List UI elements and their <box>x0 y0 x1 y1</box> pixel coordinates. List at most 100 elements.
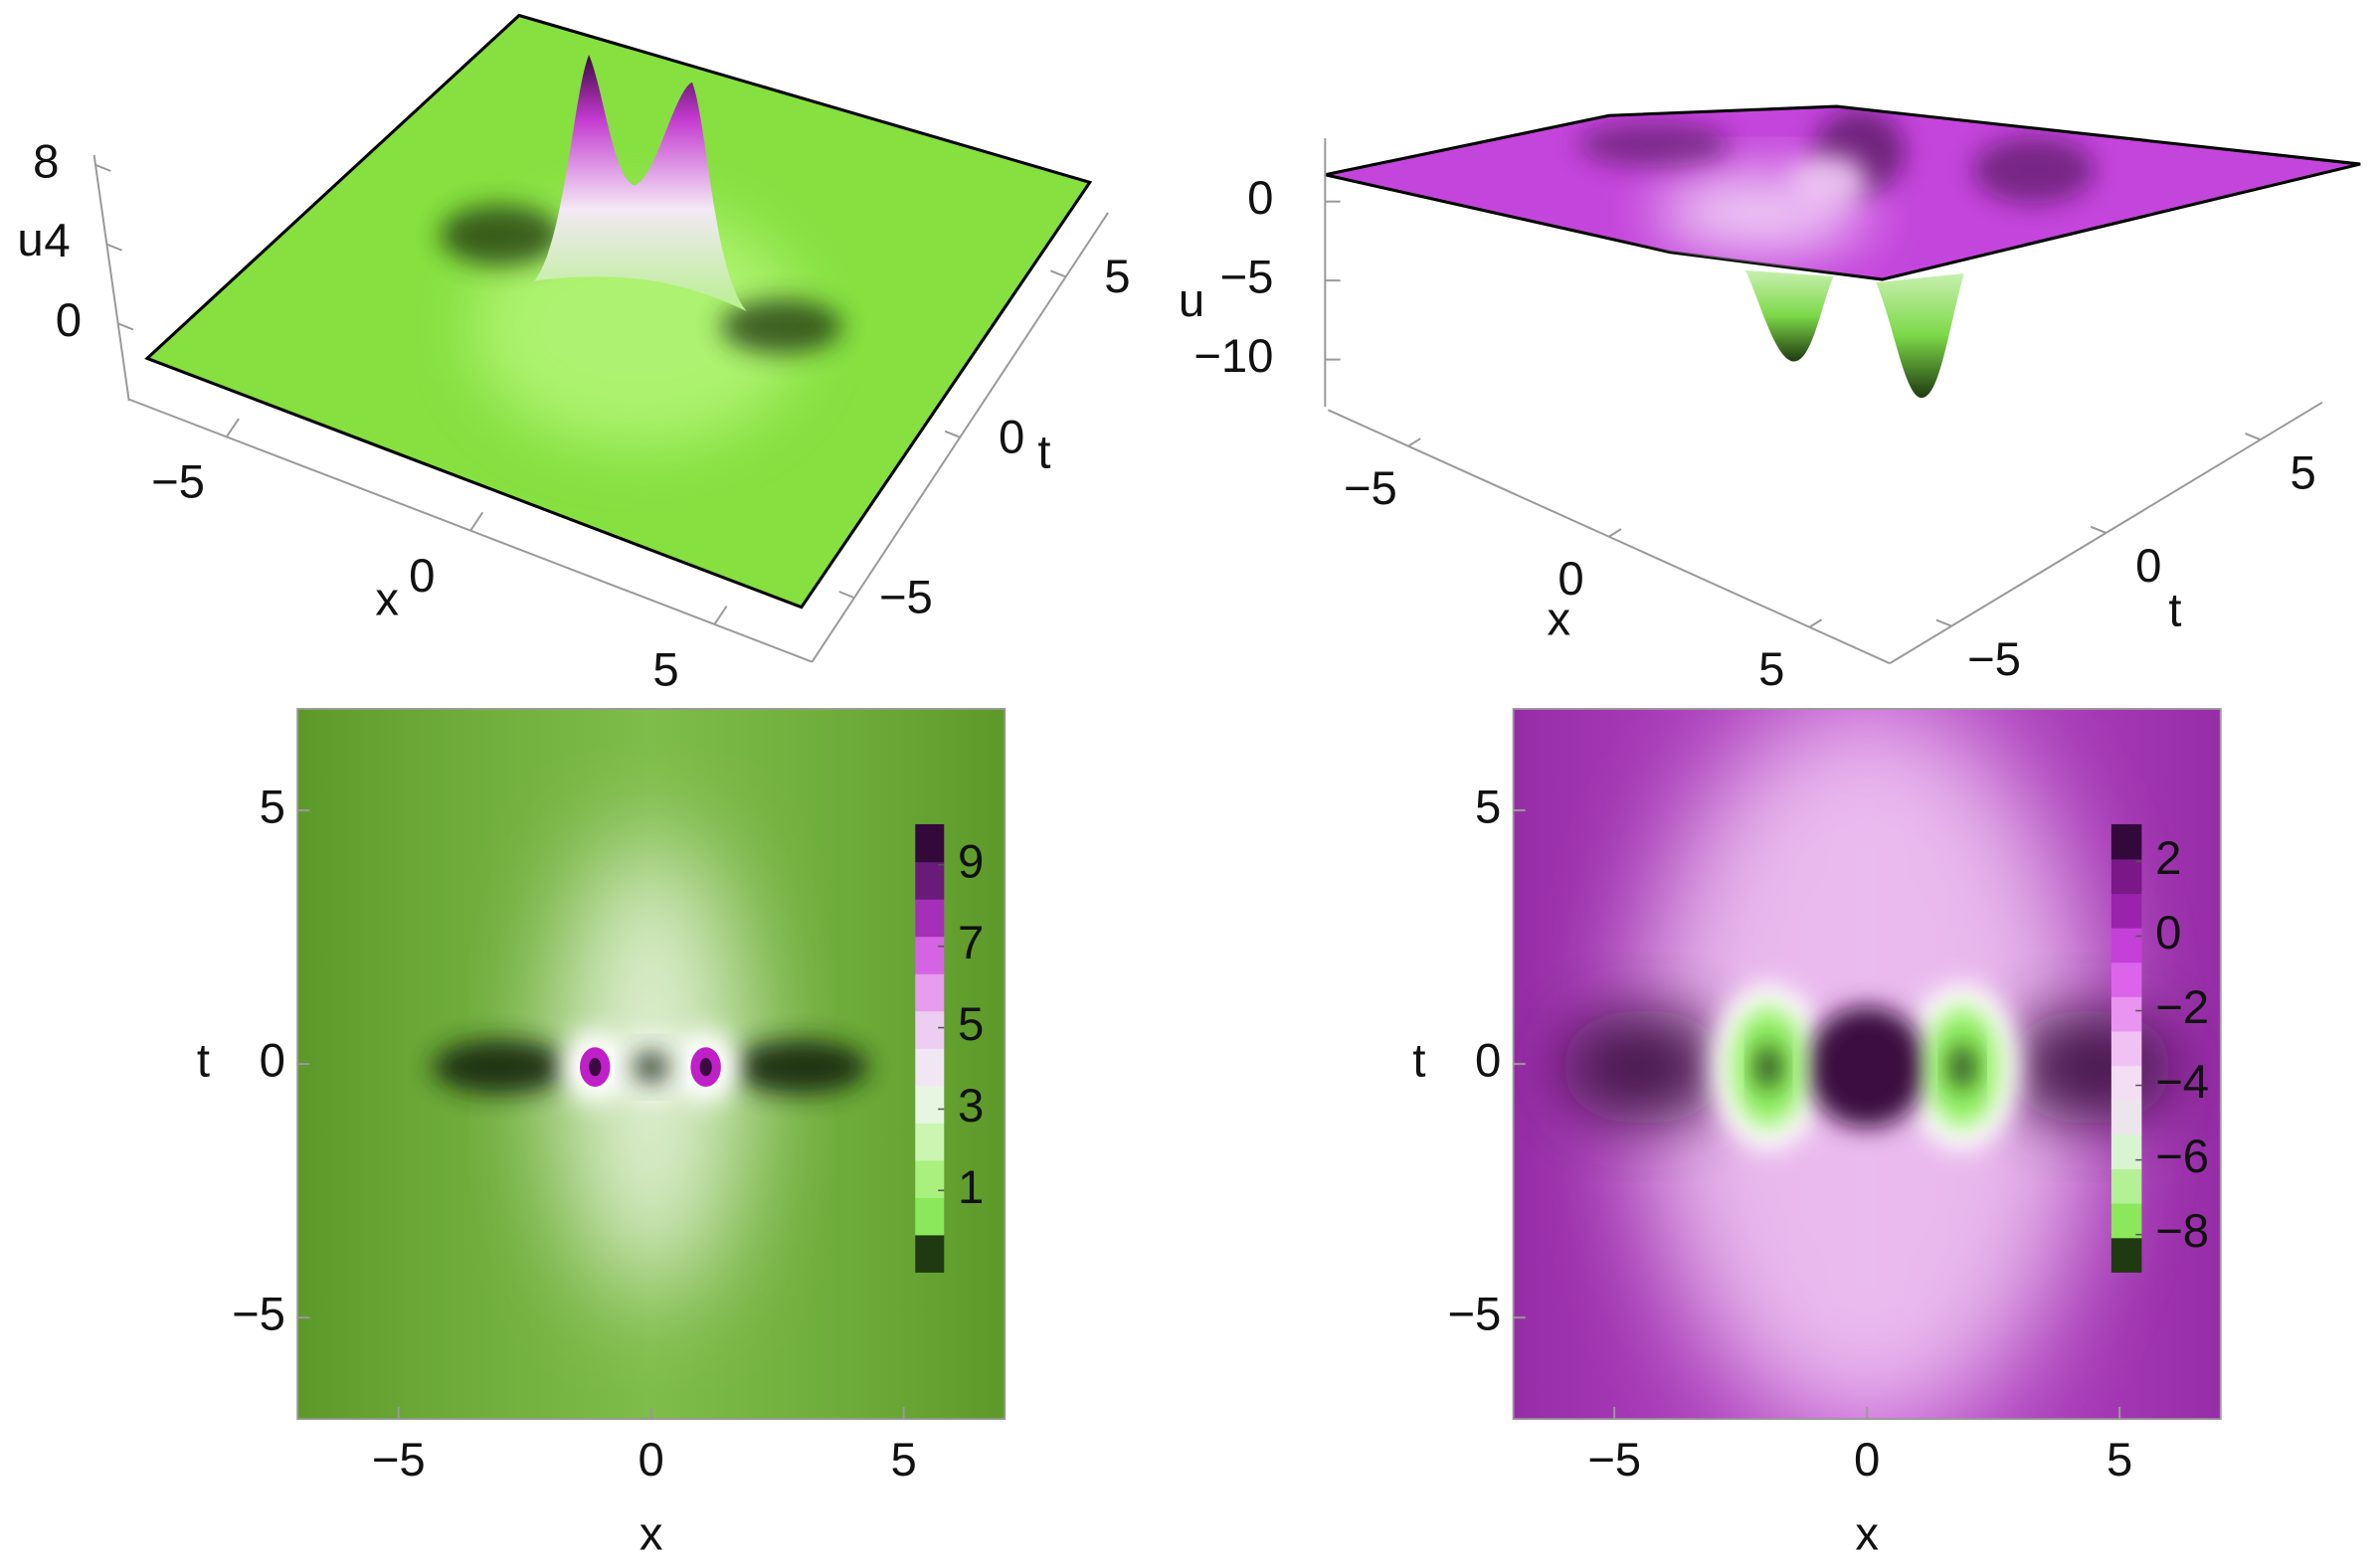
x-axis-label: x <box>375 574 399 626</box>
colorbar-bin <box>915 973 945 1012</box>
tick-mark <box>713 606 728 625</box>
tick-mark <box>105 243 122 252</box>
y-tick-label: −5 <box>879 572 933 624</box>
colorbar-label: 1 <box>958 1161 984 1214</box>
tick-mark <box>469 511 484 532</box>
colorbar-label: 2 <box>2155 832 2181 885</box>
x-tick-label: 0 <box>409 550 435 603</box>
x-tick-label: 0 <box>1557 553 1583 606</box>
colorbar-label: −2 <box>2155 981 2209 1034</box>
y-tick-label: 5 <box>1104 251 1130 303</box>
density-panel-2: −5 0 5 −5 0 5 x t −8 −6 −4 −2 0 2 <box>1412 708 2222 1561</box>
colorbar-bin <box>2110 1065 2142 1101</box>
x-axis-label: x <box>640 1508 663 1561</box>
colorbar-bin <box>915 936 945 974</box>
spike <box>1876 272 1964 399</box>
colorbar-bin <box>2110 1202 2142 1239</box>
colorbar-bin <box>2110 893 2142 929</box>
tick-mark <box>2245 433 2262 441</box>
colorbar-label: 7 <box>958 917 984 969</box>
colorbar-bin <box>915 1159 945 1198</box>
tick-mark <box>1808 618 1823 628</box>
y-tick-label: 5 <box>260 781 285 833</box>
x-axis-label: x <box>1548 593 1571 645</box>
colorbar-bin <box>915 1197 945 1236</box>
spike <box>1745 269 1834 362</box>
colorbar-bin <box>915 861 945 900</box>
y-axis-label: t <box>2168 584 2181 636</box>
x-tick-label: −5 <box>1344 462 1397 515</box>
colorbar-bin <box>915 1048 945 1087</box>
colorbar-bin <box>915 1123 945 1161</box>
x-tick-label: −5 <box>1587 1434 1641 1486</box>
tick-mark <box>1049 269 1066 278</box>
y-axis-label: t <box>1412 1035 1425 1088</box>
surface-shading <box>1578 109 2096 252</box>
density-field <box>1513 708 2221 1420</box>
y-tick-label: 0 <box>260 1035 285 1088</box>
colorbar-label: 9 <box>958 835 984 888</box>
y-tick-label: 5 <box>2289 446 2315 499</box>
y-tick-label: 0 <box>1475 1035 1501 1088</box>
tick-mark <box>2090 525 2106 534</box>
y-tick-label: 5 <box>1475 781 1501 833</box>
z-axis-label: u <box>1179 274 1204 327</box>
x-tick-label: −5 <box>151 456 205 509</box>
axis-line <box>92 154 130 402</box>
x-tick-label: 5 <box>2106 1434 2132 1486</box>
y-tick-label: 0 <box>999 411 1024 463</box>
y-tick-label: 0 <box>2135 540 2161 593</box>
x-tick-label: 0 <box>1854 1434 1880 1486</box>
z-tick-label: −5 <box>1220 252 1274 304</box>
colorbar-bin <box>2110 1099 2142 1135</box>
y-tick-label: −5 <box>232 1289 285 1341</box>
x-tick-label: 5 <box>891 1434 917 1486</box>
x-tick-label: 5 <box>1758 643 1784 696</box>
x-axis-label: x <box>1855 1508 1879 1561</box>
z-tick-label: 0 <box>1247 172 1273 225</box>
x-tick-label: −5 <box>372 1434 426 1486</box>
colorbar-bin <box>915 1085 945 1124</box>
z-tick-label: 8 <box>33 135 59 188</box>
colorbar-bin <box>2110 1237 2142 1273</box>
y-axis-label: t <box>197 1035 210 1088</box>
colorbar-bin <box>2110 1133 2142 1170</box>
colorbar-bin <box>915 1010 945 1049</box>
colorbar-label: 0 <box>2155 907 2181 959</box>
colorbar-bin <box>2110 1030 2142 1067</box>
density-field <box>297 708 1006 1420</box>
tick-mark <box>1935 618 1952 627</box>
colorbar-label: 5 <box>958 998 984 1051</box>
colorbar-bin <box>2110 823 2142 860</box>
tick-mark <box>226 418 240 437</box>
z-tick-label: 0 <box>56 294 82 347</box>
peaks <box>534 55 747 312</box>
y-axis-label: t <box>1037 427 1050 479</box>
colorbar-bin <box>2110 996 2142 1032</box>
colorbar-label: −8 <box>2155 1205 2209 1258</box>
x-tick-label: 5 <box>652 643 678 696</box>
z-axis-label: u <box>17 214 43 266</box>
colorbar-bin <box>2110 961 2142 997</box>
tick-mark <box>1608 528 1622 538</box>
tick-mark <box>117 322 134 331</box>
colorbar-bin <box>915 823 945 863</box>
z-tick-label: −10 <box>1193 330 1273 383</box>
colorbar-label: −4 <box>2155 1056 2209 1109</box>
z-tick-label: 4 <box>44 215 70 267</box>
colorbar-bin <box>2110 858 2142 894</box>
axis-line <box>1327 409 1891 665</box>
tick-mark <box>1407 437 1421 447</box>
tick-mark <box>838 591 855 600</box>
density-panel-1: −5 0 5 −5 0 5 x t 1 3 5 7 9 <box>197 708 1007 1561</box>
colorbar-bin <box>2110 927 2142 963</box>
colorbar-bin <box>2110 1168 2142 1204</box>
y-tick-label: −5 <box>1967 633 2021 686</box>
tick-mark <box>944 430 961 438</box>
y-tick-label: −5 <box>1447 1289 1501 1341</box>
colorbar-label: 3 <box>958 1080 984 1132</box>
colorbar-label: −6 <box>2155 1131 2209 1183</box>
